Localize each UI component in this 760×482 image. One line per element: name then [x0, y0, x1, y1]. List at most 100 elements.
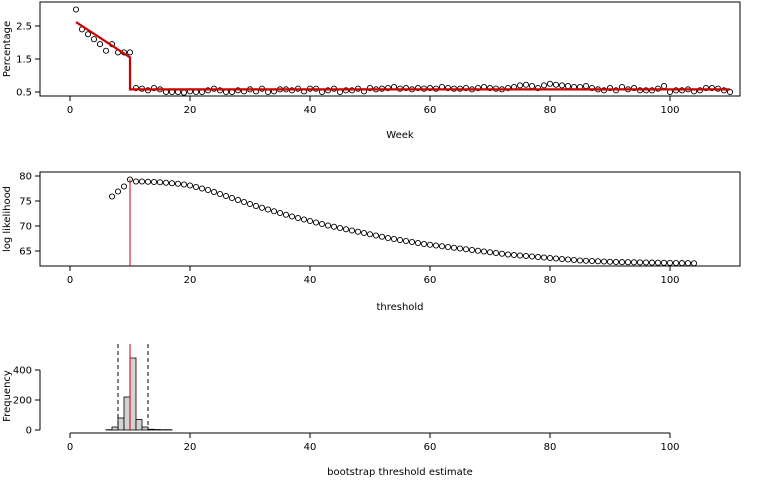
bootstrap-histogram: 0 20 40 60 80 100 0 200 400 bootstrap threshold e…	[2, 344, 680, 478]
data-point	[282, 211, 290, 218]
data-point	[480, 248, 488, 255]
data-point	[624, 259, 632, 266]
histogram-bar	[111, 426, 119, 431]
data-point	[198, 185, 206, 192]
data-point	[84, 31, 92, 38]
data-point	[552, 81, 560, 88]
x-tick-label: 100	[660, 105, 679, 116]
y-axis-label: Percentage	[2, 21, 13, 77]
data-point	[378, 233, 386, 240]
x-tick-label: 100	[660, 442, 679, 453]
data-point	[516, 82, 524, 89]
data-point	[174, 180, 182, 187]
data-point	[630, 259, 638, 266]
y-tick-label: 0.5	[16, 88, 32, 99]
data-point	[450, 244, 458, 251]
data-point	[150, 84, 158, 92]
x-tick-label: 40	[304, 105, 317, 116]
data-point	[558, 82, 566, 89]
data-point	[240, 198, 248, 206]
y-tick-label: 70	[19, 222, 32, 233]
data-point	[156, 179, 164, 186]
data-point	[360, 229, 368, 237]
data-point	[342, 226, 350, 233]
data-point	[534, 253, 542, 261]
data-point	[666, 259, 674, 266]
data-point	[120, 183, 128, 190]
y-axis-label: log likelihood	[2, 186, 13, 252]
percentage-plot: 0 20 40 60 80 100 0.5 1.5 2.5 Week Percentage	[2, 1, 741, 141]
data-point	[108, 193, 116, 200]
data-point	[678, 260, 686, 267]
data-point	[456, 245, 464, 252]
data-point	[606, 84, 614, 92]
data-point	[204, 186, 212, 194]
data-point	[564, 83, 572, 90]
data-point	[330, 223, 338, 230]
data-point	[654, 259, 662, 266]
data-point	[594, 258, 602, 265]
x-tick-label: 80	[544, 275, 557, 286]
data-point	[462, 246, 470, 253]
data-point	[402, 84, 410, 92]
x-tick-label: 20	[184, 105, 197, 116]
data-point	[582, 83, 590, 90]
data-point	[576, 257, 584, 264]
data-point	[426, 241, 434, 248]
histogram-bar	[123, 396, 131, 431]
data-point	[348, 227, 356, 234]
data-point	[486, 84, 494, 92]
data-point	[366, 84, 374, 92]
data-point	[492, 249, 500, 257]
data-point	[162, 179, 170, 186]
data-point	[582, 257, 590, 264]
data-point	[444, 243, 452, 251]
data-point	[522, 252, 530, 260]
data-point	[132, 84, 140, 92]
data-point	[246, 200, 254, 208]
x-axis-label: threshold	[376, 302, 423, 313]
y-axis-label: Frequency	[2, 370, 13, 422]
x-tick-label: 0	[67, 275, 73, 286]
data-point	[636, 259, 644, 266]
data-point	[546, 254, 554, 262]
data-point	[474, 247, 482, 254]
data-point	[102, 47, 110, 54]
data-point	[114, 188, 122, 195]
data-point	[690, 260, 698, 267]
data-point	[384, 84, 392, 92]
data-point	[498, 250, 506, 257]
data-point	[420, 240, 428, 248]
data-point	[414, 239, 422, 247]
data-point	[354, 228, 362, 235]
data-point	[288, 213, 296, 220]
data-point	[228, 194, 236, 202]
data-point	[300, 216, 308, 223]
log-likelihood-plot: 0 20 40 60 80 100 65 70 75 80 threshold log likelih…	[2, 171, 741, 313]
y-tick-label: 65	[19, 247, 32, 258]
data-point	[276, 209, 284, 217]
data-point	[336, 224, 344, 232]
data-point	[540, 254, 548, 261]
data-point	[606, 258, 614, 265]
plot-frame	[39, 1, 741, 97]
data-point	[516, 252, 524, 259]
data-point	[648, 259, 656, 266]
data-point	[504, 84, 512, 92]
y-tick-label: 0	[26, 426, 32, 437]
data-point	[504, 251, 512, 258]
data-point	[462, 84, 470, 92]
x-tick-label: 20	[184, 442, 197, 453]
histogram-bar	[117, 417, 125, 431]
data-point	[390, 235, 398, 243]
data-point	[588, 257, 596, 265]
data-point	[438, 243, 446, 250]
x-tick-label: 0	[67, 105, 73, 116]
x-tick-label: 60	[424, 442, 437, 453]
data-point	[528, 83, 536, 90]
data-point	[708, 84, 716, 92]
data-point	[540, 82, 548, 89]
data-point	[306, 217, 314, 225]
data-point	[630, 84, 638, 92]
